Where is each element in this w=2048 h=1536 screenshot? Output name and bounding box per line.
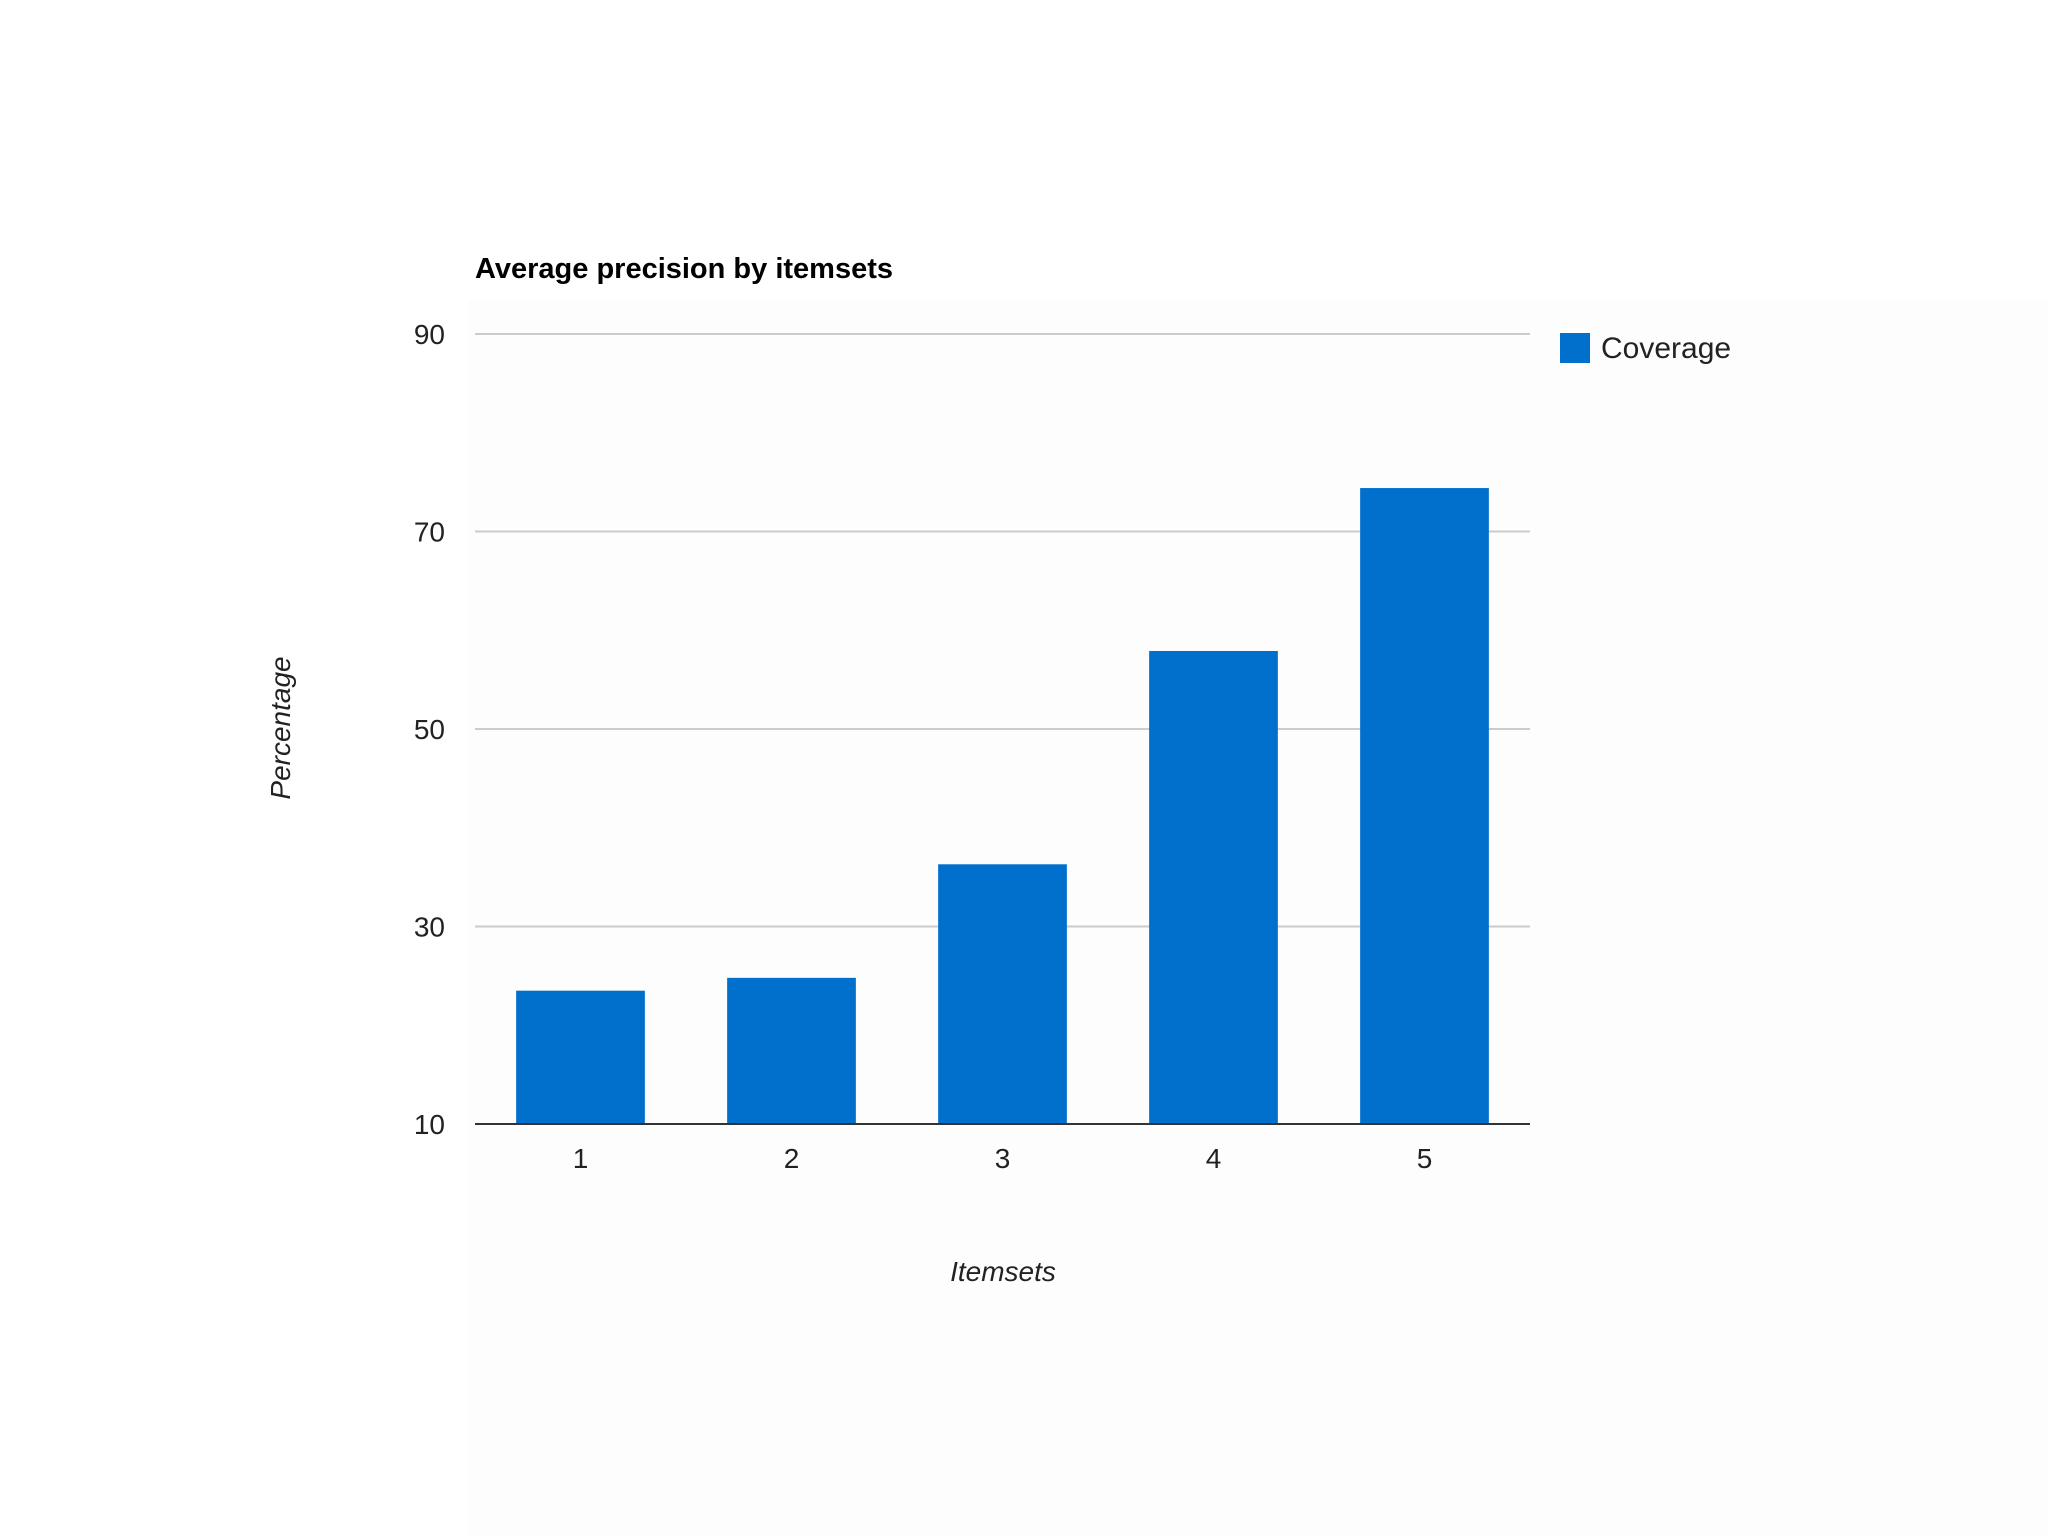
y-tick-label: 30 xyxy=(414,912,445,943)
bar-4 xyxy=(1149,650,1278,1124)
bar-1 xyxy=(516,990,645,1124)
x-tick-label: 1 xyxy=(573,1143,589,1174)
bar-5 xyxy=(1360,488,1489,1124)
x-axis-title: Itemsets xyxy=(950,1256,1056,1287)
chart-title: Average precision by itemsets xyxy=(475,253,893,285)
bar-3 xyxy=(938,864,1067,1124)
x-tick-label: 3 xyxy=(995,1143,1011,1174)
legend-swatch-coverage xyxy=(1560,333,1590,363)
legend-label-coverage: Coverage xyxy=(1601,332,1731,365)
x-tick-label: 4 xyxy=(1206,1143,1222,1174)
y-tick-labels: 10 30 50 70 90 xyxy=(414,319,445,1140)
bar-2 xyxy=(727,977,856,1124)
x-tick-label: 5 xyxy=(1417,1143,1433,1174)
x-tick-labels: 1 2 3 4 5 xyxy=(573,1143,1433,1174)
y-tick-label: 90 xyxy=(414,319,445,350)
bars xyxy=(516,488,1489,1124)
y-axis-title: Percentage xyxy=(265,656,296,799)
x-tick-label: 2 xyxy=(784,1143,800,1174)
y-tick-label: 10 xyxy=(414,1109,445,1140)
y-tick-label: 50 xyxy=(414,714,445,745)
y-tick-label: 70 xyxy=(414,517,445,548)
legend: Coverage xyxy=(1560,332,1731,365)
